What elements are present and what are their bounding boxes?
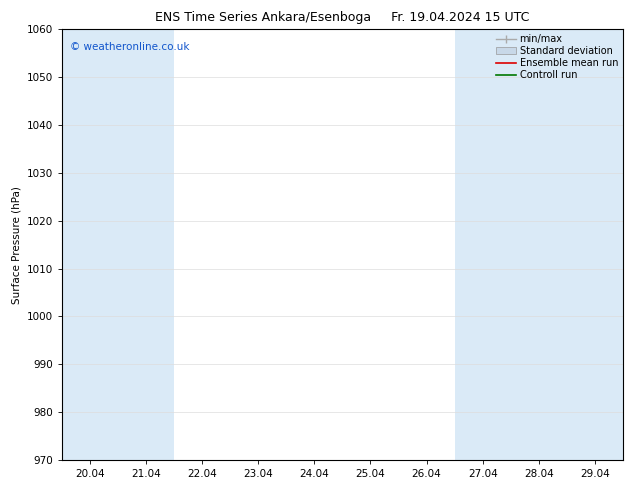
Legend: min/max, Standard deviation, Ensemble mean run, Controll run: min/max, Standard deviation, Ensemble me… — [495, 32, 620, 82]
Text: © weatheronline.co.uk: © weatheronline.co.uk — [70, 42, 190, 52]
Y-axis label: Surface Pressure (hPa): Surface Pressure (hPa) — [11, 186, 21, 304]
Bar — [567, 29, 623, 460]
Bar — [455, 29, 567, 460]
Title: ENS Time Series Ankara/Esenboga     Fr. 19.04.2024 15 UTC: ENS Time Series Ankara/Esenboga Fr. 19.0… — [155, 11, 529, 24]
Bar — [62, 29, 174, 460]
